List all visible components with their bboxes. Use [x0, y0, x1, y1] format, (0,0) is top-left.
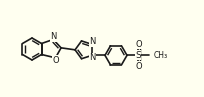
Text: N: N	[89, 37, 96, 46]
Text: O: O	[53, 56, 59, 65]
Text: O: O	[136, 40, 142, 49]
Text: CH₃: CH₃	[154, 51, 168, 60]
Text: S: S	[135, 51, 141, 60]
Text: N: N	[51, 32, 57, 41]
Text: N: N	[89, 53, 96, 62]
Text: O: O	[136, 62, 142, 71]
